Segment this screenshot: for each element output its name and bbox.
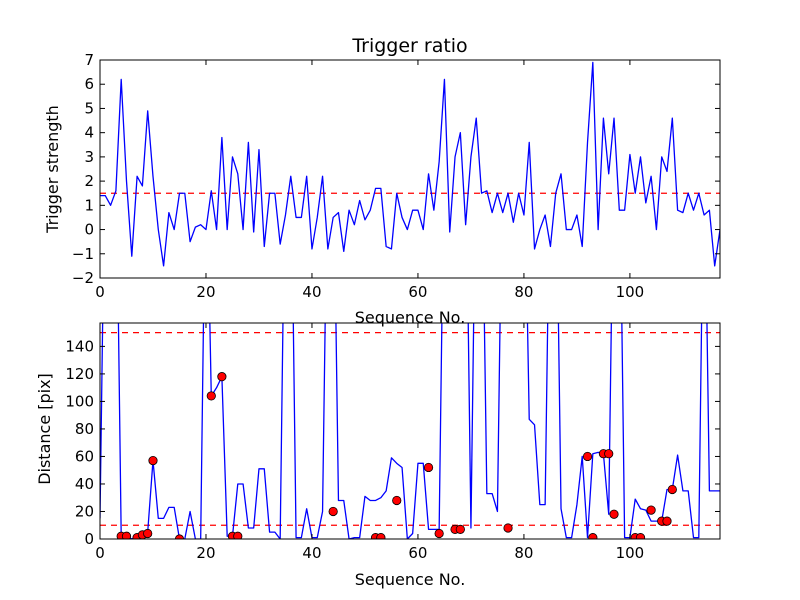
data-point-marker bbox=[503, 523, 513, 533]
y-tick-label: 0 bbox=[84, 530, 94, 548]
y-tick-label: 0 bbox=[84, 221, 94, 239]
y-tick-label: 5 bbox=[84, 99, 94, 117]
data-point-marker bbox=[646, 505, 656, 515]
x-tick-label: 0 bbox=[95, 283, 105, 301]
data-point-marker bbox=[206, 391, 216, 401]
y-axis-label: Distance [pix] bbox=[35, 373, 54, 485]
x-tick-label: 40 bbox=[302, 544, 321, 562]
data-point-marker bbox=[121, 531, 132, 539]
x-tick-label: 20 bbox=[196, 283, 215, 301]
y-tick-label: 120 bbox=[65, 365, 94, 383]
y-tick-label: 20 bbox=[75, 502, 94, 520]
y-tick-label: 140 bbox=[65, 337, 94, 355]
y-tick-label: 3 bbox=[84, 148, 94, 166]
data-point-marker bbox=[233, 531, 243, 539]
data-point-marker bbox=[635, 533, 646, 539]
trigger-ratio-chart: Trigger ratio 0 20 40 60 80 100 −2 −1 0 1 2 3 4 5 6 7 S… bbox=[43, 35, 721, 327]
data-point-marker bbox=[609, 509, 619, 519]
y-tick-label: 100 bbox=[65, 392, 94, 410]
x-tick-label: 100 bbox=[616, 544, 645, 562]
x-tick-label: 40 bbox=[302, 283, 321, 301]
y-tick-label: 6 bbox=[84, 75, 94, 93]
distance-chart: 0 20 40 60 80 100 0 20 40 60 80 100 120 140 Sequence … bbox=[35, 322, 721, 589]
x-axis-label: Sequence No. bbox=[355, 308, 466, 327]
data-point-marker bbox=[588, 533, 598, 539]
x-tick-label: 0 bbox=[95, 544, 105, 562]
y-tick-label: 4 bbox=[84, 124, 94, 142]
series-line bbox=[100, 61, 720, 267]
x-tick-label: 100 bbox=[616, 283, 645, 301]
data-point-marker bbox=[455, 524, 465, 534]
x-tick-label: 80 bbox=[514, 283, 533, 301]
axes-frame bbox=[99, 322, 721, 540]
data-point-marker bbox=[328, 506, 338, 517]
data-point-marker bbox=[392, 495, 402, 506]
y-tick-label: −1 bbox=[72, 245, 94, 263]
chart-title: Trigger ratio bbox=[351, 35, 467, 57]
distance-plot-area: 0 20 40 60 80 100 0 20 40 60 80 100 120 140 bbox=[65, 322, 721, 562]
y-tick-label: −2 bbox=[72, 269, 94, 287]
y-axis-label: Trigger strength bbox=[43, 105, 62, 234]
data-point-marker bbox=[143, 528, 153, 539]
y-tick-label: 1 bbox=[84, 196, 94, 214]
axes-frame bbox=[99, 59, 721, 279]
data-point-marker bbox=[423, 462, 434, 473]
data-point-marker bbox=[582, 451, 593, 462]
y-tick-label: 7 bbox=[84, 51, 94, 69]
y-tick-label: 80 bbox=[75, 420, 94, 438]
data-point-marker bbox=[217, 372, 227, 382]
x-tick-label: 60 bbox=[408, 283, 427, 301]
y-tick-label: 60 bbox=[75, 447, 94, 465]
data-point-marker bbox=[376, 533, 386, 539]
data-point-marker bbox=[604, 449, 614, 459]
data-point-marker bbox=[667, 484, 677, 495]
data-point-marker bbox=[662, 516, 672, 526]
trigger-plot-area: 0 20 40 60 80 100 −2 −1 0 1 2 3 4 5 6 7 bbox=[72, 51, 721, 301]
x-tick-label: 80 bbox=[514, 544, 533, 562]
data-point-marker bbox=[434, 528, 444, 539]
x-tick-label: 20 bbox=[196, 544, 215, 562]
y-tick-label: 40 bbox=[75, 475, 94, 493]
x-tick-label: 60 bbox=[408, 544, 427, 562]
data-point-marker bbox=[148, 455, 158, 466]
y-tick-label: 2 bbox=[84, 172, 94, 190]
x-axis-label: Sequence No. bbox=[355, 570, 466, 589]
series-line bbox=[100, 323, 720, 539]
